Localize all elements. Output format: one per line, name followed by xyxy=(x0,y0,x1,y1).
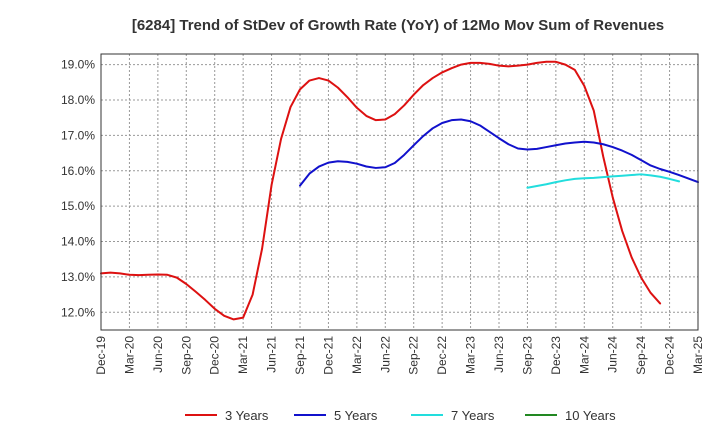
legend-label: 10 Years xyxy=(565,408,616,423)
x-tick-label: Dec-20 xyxy=(208,336,222,375)
y-axis: 12.0% 13.0% 14.0% 15.0% 16.0% 17.0% 18.0% 19.0% xyxy=(61,58,95,320)
y-tick-label: 13.0% xyxy=(61,270,95,284)
y-tick-label: 18.0% xyxy=(61,93,95,107)
legend-label: 5 Years xyxy=(334,408,378,423)
x-tick-label: Dec-19 xyxy=(94,336,108,375)
y-tick-label: 14.0% xyxy=(61,235,95,249)
x-tick-label: Dec-21 xyxy=(321,336,335,375)
x-tick-label: Mar-23 xyxy=(464,336,478,374)
x-tick-label: Sep-22 xyxy=(407,336,421,375)
x-tick-label: Sep-21 xyxy=(293,336,307,375)
x-tick-label: Mar-20 xyxy=(122,336,136,374)
x-axis: Dec-19 Mar-20 Jun-20 Sep-20 Dec-20 Mar-21 Jun-… xyxy=(94,336,705,375)
x-tick-label: Jun-21 xyxy=(265,336,279,373)
plot-area-border xyxy=(100,53,699,331)
y-tick-label: 15.0% xyxy=(61,199,95,213)
x-tick-label: Dec-23 xyxy=(549,336,563,375)
y-tick-label: 19.0% xyxy=(61,58,95,72)
series-line-5-years xyxy=(299,118,699,187)
series-layer xyxy=(100,60,699,321)
x-tick-label: Mar-25 xyxy=(691,336,705,374)
legend-label: 3 Years xyxy=(225,408,269,423)
y-tick-label: 16.0% xyxy=(61,164,95,178)
x-tick-label: Jun-22 xyxy=(378,336,392,373)
legend-label: 7 Years xyxy=(451,408,495,423)
y-tick-label: 12.0% xyxy=(61,305,95,319)
x-tick-label: Jun-23 xyxy=(492,336,506,373)
chart-title: [6284] Trend of StDev of Growth Rate (Yo… xyxy=(132,17,664,34)
series-line-3-years xyxy=(100,60,662,321)
x-tick-label: Sep-20 xyxy=(179,336,193,375)
x-tick-label: Mar-22 xyxy=(350,336,364,374)
x-tick-label: Jun-24 xyxy=(606,336,620,373)
x-tick-label: Dec-24 xyxy=(663,336,677,375)
series-line-7-years xyxy=(526,173,681,189)
x-tick-label: Sep-24 xyxy=(634,336,648,375)
x-tick-label: Jun-20 xyxy=(151,336,165,373)
x-tick-label: Mar-24 xyxy=(577,336,591,374)
x-tick-label: Sep-23 xyxy=(520,336,534,375)
legend: 3 Years 5 Years 7 Years 10 Years xyxy=(185,408,616,423)
x-tick-label: Mar-21 xyxy=(236,336,250,374)
y-tick-label: 17.0% xyxy=(61,128,95,142)
x-tick-label: Dec-22 xyxy=(435,336,449,375)
